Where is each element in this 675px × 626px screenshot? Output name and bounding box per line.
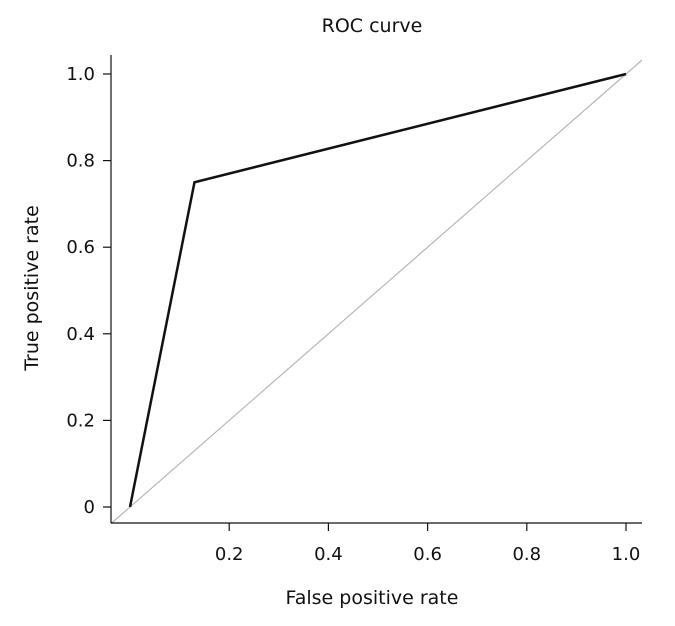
y-tick-label: 1.0	[66, 64, 95, 85]
chart-title: ROC curve	[322, 15, 423, 37]
x-tick-label: 0.8	[512, 544, 541, 565]
x-tick-label: 1.0	[612, 544, 641, 565]
plot-area: 0.2 0.4 0.6 0.8 1.0 0 0.2 0.4 0.6 0.8 1.0	[66, 55, 642, 565]
roc-curve-line	[128, 72, 627, 508]
y-tick-label: 0.4	[66, 324, 95, 345]
x-tick-label: 0.2	[215, 544, 244, 565]
diagonal-reference-line	[111, 59, 642, 524]
y-axis-ticks: 0 0.2 0.4 0.6 0.8 1.0	[66, 64, 111, 518]
y-tick-label: 0.2	[66, 410, 95, 431]
y-tick-label: 0.6	[66, 237, 95, 258]
y-tick-label: 0	[84, 497, 95, 518]
x-tick-label: 0.6	[413, 544, 442, 565]
x-axis-ticks: 0.2 0.4 0.6 0.8 1.0	[215, 523, 640, 565]
y-axis-title: True positive rate	[21, 205, 43, 372]
x-tick-label: 0.4	[314, 544, 343, 565]
y-tick-label: 0.8	[66, 151, 95, 172]
x-axis-title: False positive rate	[286, 587, 459, 609]
